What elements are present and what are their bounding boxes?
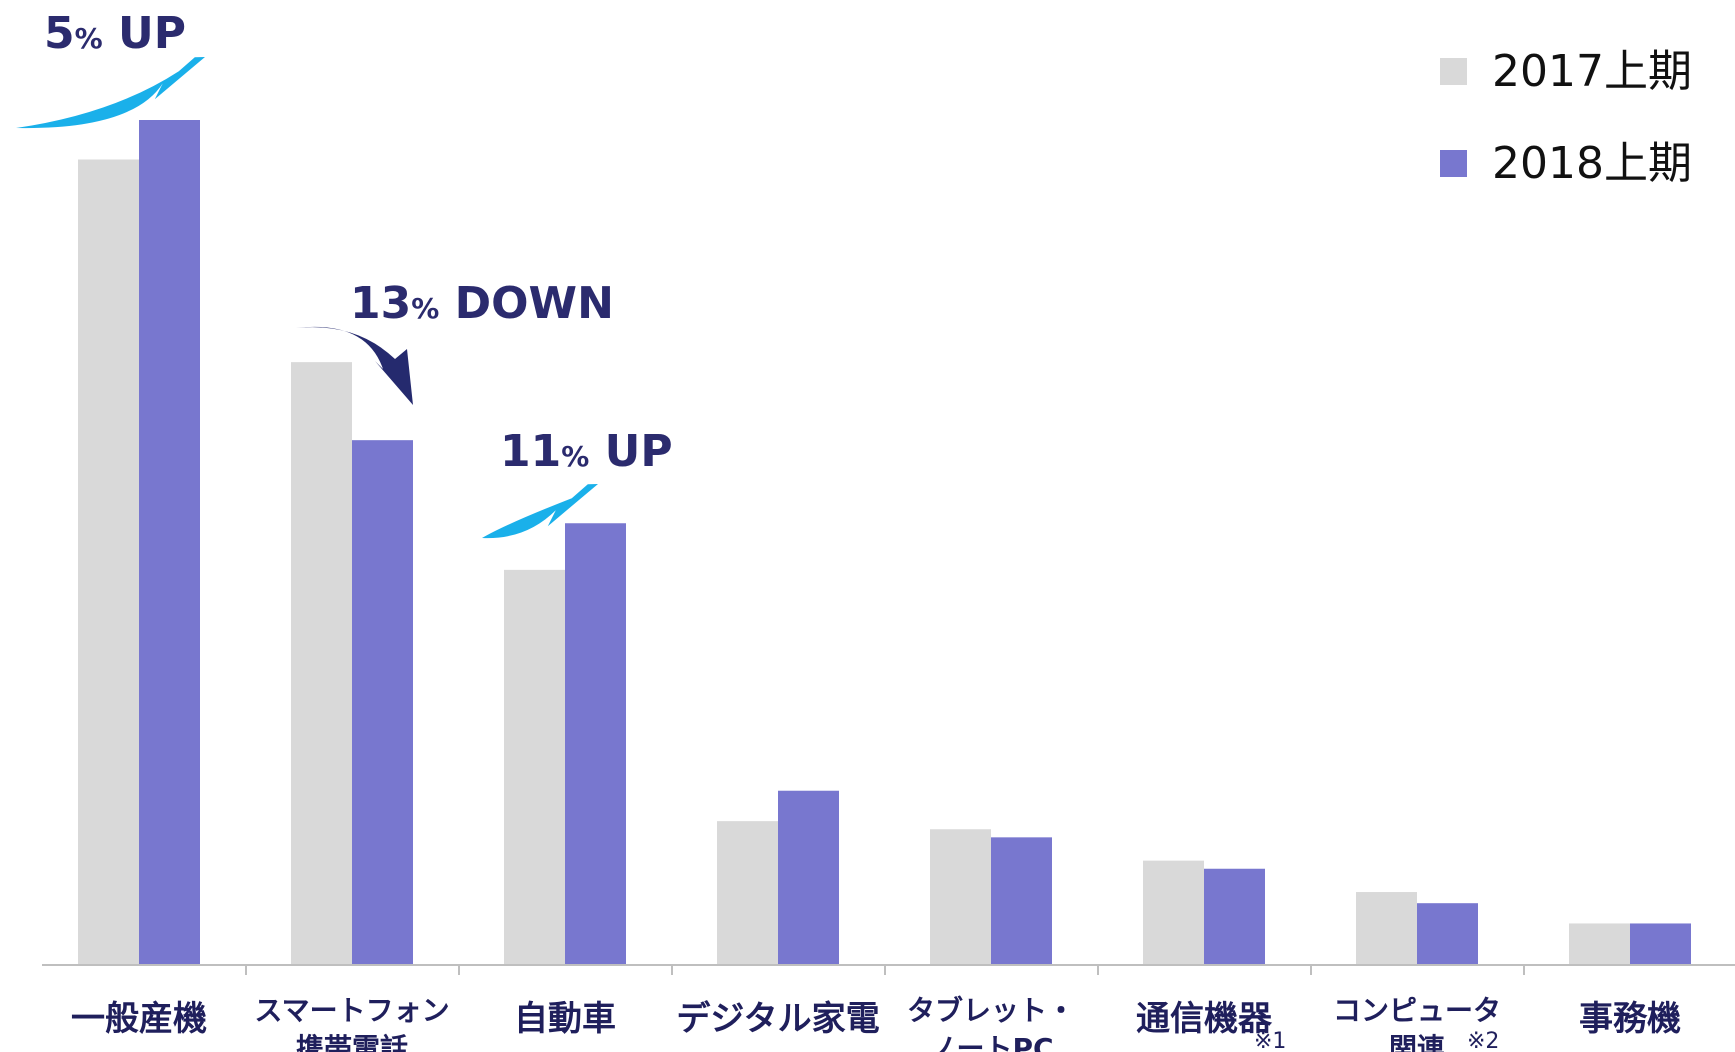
legend: 2017上期 2018上期: [1440, 46, 1692, 189]
annotation-0: 5% UP: [44, 8, 186, 59]
bar-2018-3: [778, 790, 839, 965]
annotation-1: 13% DOWN: [350, 278, 614, 329]
change-annotations: 5% UP 13% DOWN 11% UP: [16, 8, 673, 539]
category-label-5-0: 通信機器: [1136, 999, 1273, 1039]
bar-2018-5: [1204, 868, 1265, 965]
bar-2018-6: [1417, 903, 1478, 965]
bar-2017-2: [504, 569, 565, 965]
legend-swatch-1: [1440, 150, 1467, 177]
category-label-3-0: デジタル家電: [676, 999, 879, 1039]
up-arrow-0: [16, 57, 205, 129]
category-note-6: ※2: [1467, 1029, 1499, 1052]
category-note-5: ※1: [1254, 1029, 1286, 1052]
up-arrow-2: [482, 484, 598, 539]
bar-2017-3: [717, 821, 778, 965]
category-label-6-1: 関連: [1389, 1032, 1446, 1052]
bar-2017-6: [1356, 892, 1417, 965]
bar-2017-7: [1569, 923, 1630, 965]
bar-2018-4: [991, 837, 1052, 965]
category-label-2-0: 自動車: [514, 999, 616, 1039]
category-label-0-0: 一般産機: [71, 999, 207, 1039]
bar-2018-1: [352, 440, 413, 966]
bar-2018-2: [565, 523, 626, 965]
category-label-4-1: ノートPC: [928, 1032, 1053, 1052]
category-label-7-0: 事務機: [1579, 999, 1681, 1039]
legend-label-1: 2018上期: [1492, 138, 1692, 189]
down-arrow-1: [296, 326, 413, 405]
category-label-1-1: 携帯電話: [296, 1032, 408, 1052]
bar-2018-0: [139, 120, 200, 965]
legend-label-0: 2017上期: [1492, 46, 1692, 97]
bar-2017-0: [78, 159, 139, 965]
category-label-1-0: スマートフォン: [254, 994, 449, 1027]
legend-swatch-0: [1440, 58, 1467, 85]
bar-2018-7: [1630, 923, 1691, 965]
bar-2017-1: [291, 362, 352, 965]
bar-2017-4: [930, 829, 991, 965]
bar-2017-5: [1143, 860, 1204, 965]
bars-layer: [78, 120, 1691, 966]
category-label-4-0: タブレット・: [907, 994, 1075, 1027]
annotation-2: 11% UP: [500, 426, 673, 477]
x-axis-ticks: [245, 965, 1525, 975]
category-label-6-0: コンピュータ: [1333, 994, 1501, 1027]
